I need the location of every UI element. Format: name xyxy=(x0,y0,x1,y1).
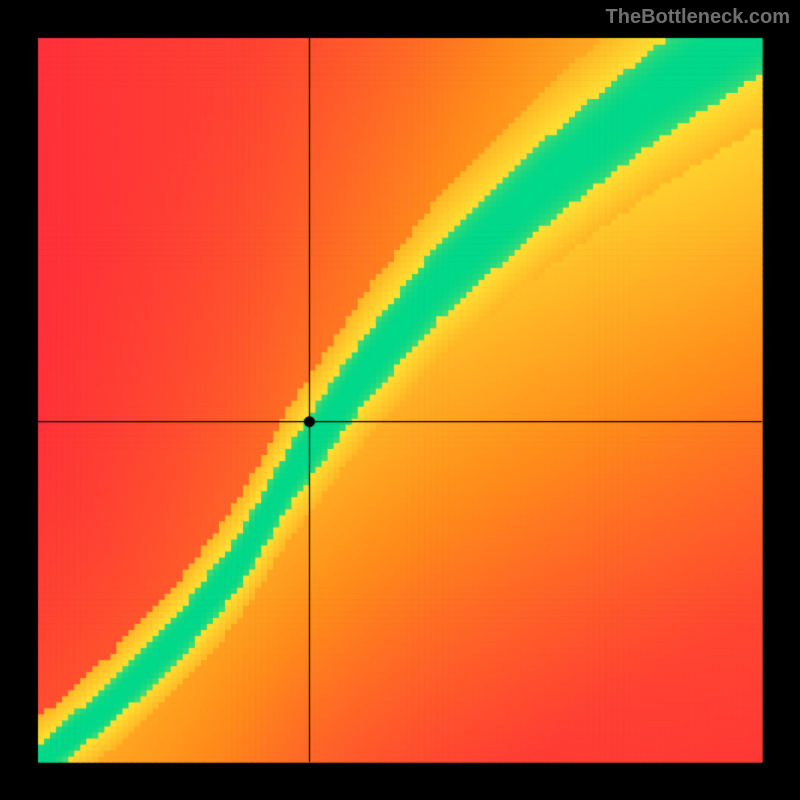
heatmap-canvas xyxy=(0,0,800,800)
chart-container: TheBottleneck.com xyxy=(0,0,800,800)
watermark-text: TheBottleneck.com xyxy=(606,6,790,29)
